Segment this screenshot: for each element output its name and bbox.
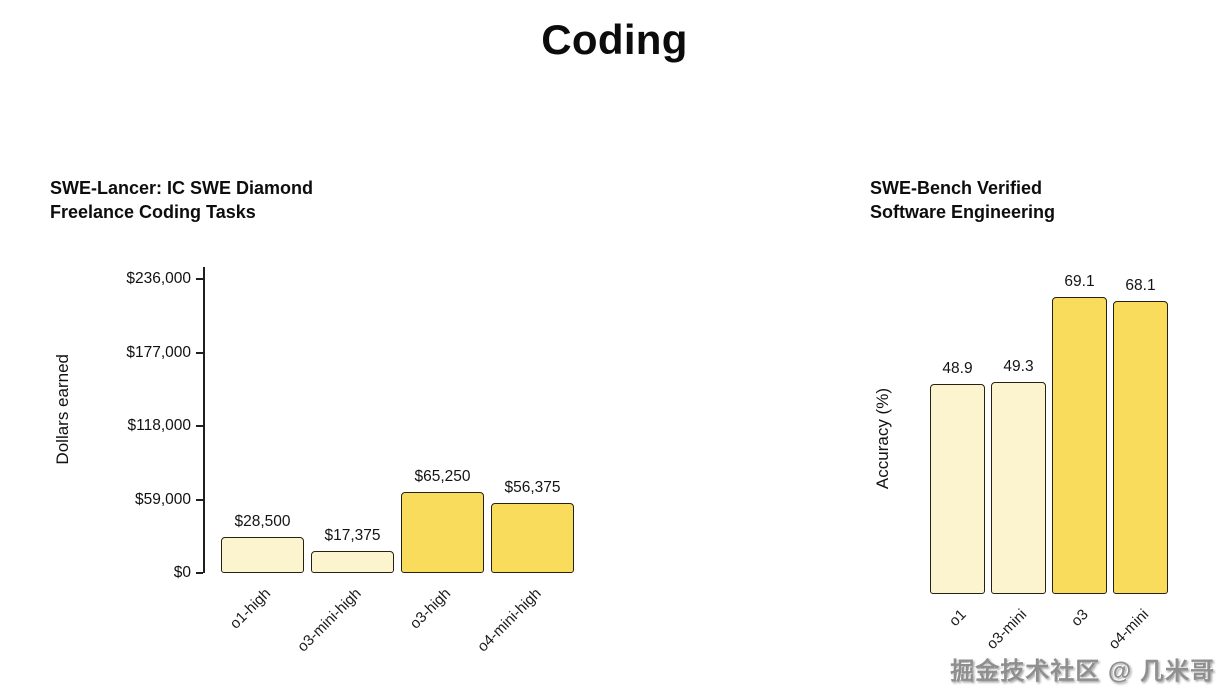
bar-o3 (1052, 297, 1107, 594)
y-tick-mark (196, 572, 203, 574)
bar-value-label: $28,500 (234, 513, 291, 530)
y-tick-mark (196, 425, 203, 427)
bar-o4-mini-high (491, 503, 574, 573)
bar-value-label: $17,375 (324, 527, 381, 544)
bar-group-o3-high: $65,250 o3-high (401, 468, 484, 632)
plot-area-swe-lancer: $0 $59,000 $118,000 $177,000 $236,000 $28,50… (126, 267, 581, 655)
plot-area-swe-bench: 48.9 o1 49.3 o3-mini 69.1 o3 68.1 o4-mini (930, 273, 1178, 653)
chart-title-swe-lancer: SWE-Lancer: IC SWE Diamond Freelance Cod… (50, 178, 314, 222)
y-tick-label: $177,000 (126, 343, 191, 361)
bar-o3-mini-high (311, 551, 394, 573)
y-tick-mark (196, 351, 203, 354)
bar-value-label: 49.3 (1003, 358, 1034, 375)
y-tick-label: $236,000 (126, 270, 191, 287)
bar-group-o4-mini: 68.1 o4-mini (1106, 277, 1168, 653)
bar-value-label: $56,375 (504, 479, 561, 496)
bar-series: $28,500 o1-high $17,375 o3-mini-high $65,250… (205, 279, 581, 655)
page-title: Coding (541, 16, 688, 63)
bar-o1 (930, 384, 985, 594)
bar-group-o1: 48.9 o1 (930, 360, 985, 630)
y-tick-mark (196, 278, 203, 280)
bar-value-label: 69.1 (1064, 273, 1095, 290)
y-tick-label: $59,000 (134, 490, 191, 508)
x-tick-label: o1 (945, 606, 970, 630)
y-axis-ticks: $0 $59,000 $118,000 $177,000 $236,000 (126, 270, 581, 581)
chart-title-swe-bench: SWE-Bench Verified Software Engineering (870, 178, 1056, 222)
bar-group-o3: 69.1 o3 (1052, 273, 1107, 630)
bar-group-o3-mini-high: $17,375 o3-mini-high (294, 527, 394, 655)
bar-value-label: 68.1 (1125, 277, 1156, 294)
bar-o4-mini (1113, 301, 1168, 594)
y-tick-mark (196, 498, 203, 501)
bar-series: 48.9 o1 49.3 o3-mini 69.1 o3 68.1 o4-mini (930, 273, 1178, 653)
bar-group-o4-mini-high: $56,375 o4-mini-high (474, 479, 574, 655)
bar-value-label: 48.9 (942, 360, 973, 377)
bar-group-o1-high: $28,500 o1-high (221, 513, 304, 632)
y-tick-label: $118,000 (127, 417, 192, 434)
y-tick-label: $0 (173, 564, 191, 581)
x-tick-label: o4-mini (1105, 606, 1153, 653)
bar-o1-high (221, 537, 304, 573)
bar-o3-high (401, 492, 484, 573)
watermark: 掘金技术社区 @ 几米哥 (950, 658, 1215, 685)
x-tick-label: o3-mini (983, 606, 1031, 653)
bar-value-label: $65,250 (414, 468, 471, 485)
x-tick-label: o3 (1067, 606, 1092, 630)
bar-group-o3-mini: 49.3 o3-mini (984, 358, 1046, 653)
y-axis-label-accuracy: Accuracy (%) (873, 388, 892, 490)
bar-o3-mini (991, 382, 1046, 594)
